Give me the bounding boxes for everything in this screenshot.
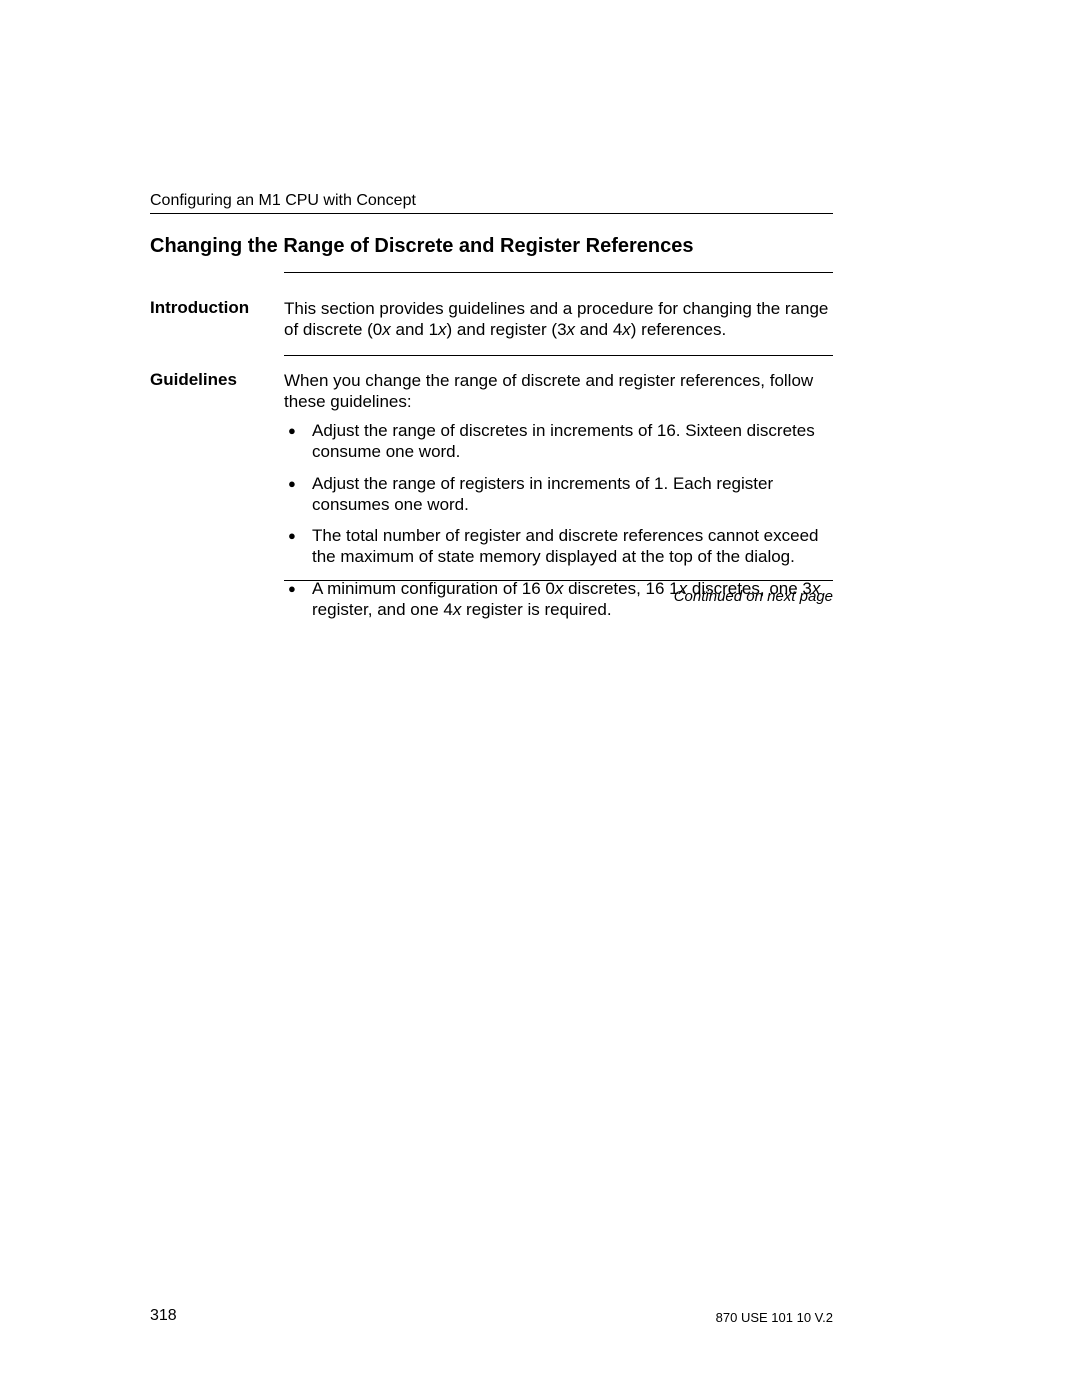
bullet-item: Adjust the range of discretes in increme…: [284, 420, 833, 463]
content-rule-3: [284, 580, 833, 581]
intro-x4: x: [622, 320, 631, 339]
document-page: Configuring an M1 CPU with Concept Chang…: [0, 0, 1080, 1397]
guidelines-intro: When you change the range of discrete an…: [284, 370, 833, 413]
content-rule-2: [284, 355, 833, 356]
bullet-item: The total number of register and discret…: [284, 525, 833, 568]
bullet-item: Adjust the range of registers in increme…: [284, 473, 833, 516]
content-rule-1: [284, 272, 833, 273]
label-guidelines: Guidelines: [150, 370, 237, 390]
intro-text-post: ) references.: [631, 320, 726, 339]
footer-page-number: 318: [150, 1307, 177, 1325]
section-title: Changing the Range of Discrete and Regis…: [150, 235, 693, 258]
intro-x1: x: [382, 320, 391, 339]
intro-text-mid1: and 1: [391, 320, 438, 339]
header-rule: [150, 213, 833, 214]
continued-note: Continued on next page: [674, 588, 833, 605]
footer-doc-id: 870 USE 101 10 V.2: [716, 1310, 833, 1325]
intro-x3: x: [567, 320, 576, 339]
running-header: Configuring an M1 CPU with Concept: [150, 192, 416, 210]
label-introduction: Introduction: [150, 298, 249, 318]
intro-text-mid2: ) and register (3: [447, 320, 567, 339]
intro-x2: x: [438, 320, 447, 339]
introduction-text: This section provides guidelines and a p…: [284, 298, 833, 341]
intro-text-mid3: and 4: [575, 320, 622, 339]
